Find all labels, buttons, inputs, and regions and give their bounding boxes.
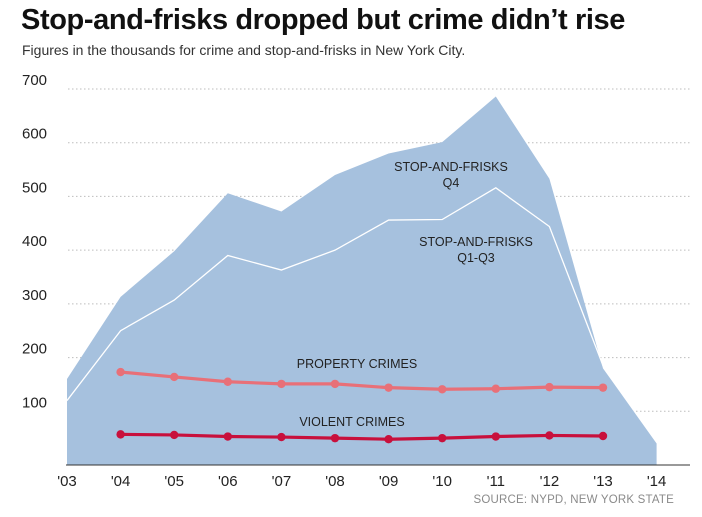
x-tick-label: '11 <box>487 473 505 490</box>
violent-crimes-point <box>330 433 340 443</box>
property-crimes-point <box>491 384 500 393</box>
y-tick-label: 300 <box>22 287 47 304</box>
property-crimes-point <box>384 383 393 392</box>
violent-crimes-point <box>438 433 447 443</box>
x-tick-label: '07 <box>272 473 292 490</box>
x-tick-label: '03 <box>57 473 77 490</box>
violent-crimes-point <box>545 431 554 440</box>
annotation-q1q3-line1: STOP-AND-FRISKS <box>419 235 533 249</box>
violent-crimes-point <box>116 430 125 439</box>
x-tick-label: '09 <box>379 473 399 490</box>
violent-crimes-point <box>277 432 286 442</box>
chart-subtitle: Figures in the thousands for crime and s… <box>22 42 466 58</box>
property-crimes-point <box>598 383 608 392</box>
source-credit: SOURCE: NYPD, NEW YORK STATE <box>473 494 674 506</box>
property-crimes-point <box>277 379 286 389</box>
annotation-property-crimes: PROPERTY CRIMES <box>297 357 417 371</box>
x-tick-label: '06 <box>218 473 238 490</box>
line-stop-and-frisks-q1q3 <box>66 187 604 401</box>
line-property-crimes <box>120 370 604 391</box>
chart-title: Stop-and-frisks dropped but crime didn’t… <box>21 4 625 36</box>
area-stop-and-frisks-q4 <box>67 96 657 466</box>
y-tick-label: 700 <box>22 72 47 89</box>
property-crimes-point <box>170 372 179 382</box>
y-tick-label: 600 <box>22 126 47 143</box>
property-crimes-point <box>116 367 125 377</box>
x-tick-label: '13 <box>593 473 613 490</box>
y-tick-label: 200 <box>22 341 47 358</box>
x-tick-label: '10 <box>432 473 452 490</box>
x-tick-label: '14 <box>647 473 667 490</box>
annotation-violent-crimes: VIOLENT CRIMES <box>299 415 404 429</box>
annotation-q4-line1: STOP-AND-FRISKS <box>394 160 508 174</box>
violent-crimes-point <box>384 435 393 444</box>
violent-crimes-point <box>491 432 500 441</box>
violent-crimes-point <box>598 431 608 441</box>
property-crimes-point <box>330 379 340 389</box>
y-tick-label: 100 <box>22 394 47 411</box>
line-violent-crimes <box>120 432 604 441</box>
annotation-q1q3-line2: Q1-Q3 <box>457 251 495 265</box>
x-tick-label: '08 <box>325 473 345 490</box>
property-crimes-point <box>545 382 554 392</box>
violent-crimes-point <box>170 430 179 440</box>
annotation-q4-line2: Q4 <box>443 176 460 190</box>
y-tick-label: 400 <box>22 233 47 250</box>
property-crimes-point <box>438 385 447 394</box>
violent-crimes-point <box>223 432 232 441</box>
y-tick-label: 500 <box>22 179 47 196</box>
property-crimes-point <box>223 377 232 386</box>
x-tick-label: '05 <box>164 473 184 490</box>
x-tick-label: '04 <box>111 473 131 490</box>
x-tick-label: '12 <box>540 473 560 490</box>
